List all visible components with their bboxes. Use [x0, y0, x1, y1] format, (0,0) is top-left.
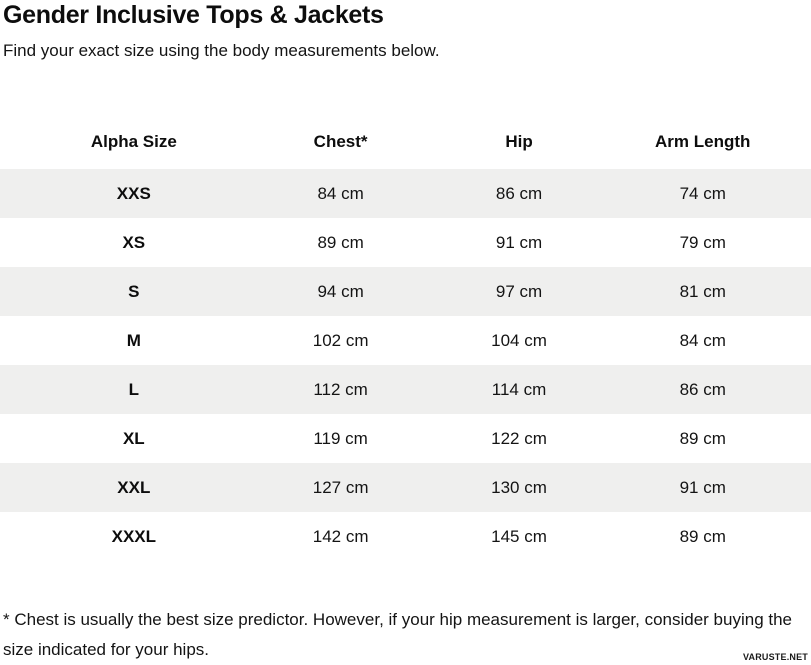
- cell-alpha-size: XL: [122, 428, 145, 448]
- watermark: VARUSTE.NET: [742, 652, 808, 662]
- page-title: Gender Inclusive Tops & Jackets: [3, 1, 384, 29]
- cell-arm-length: 91 cm: [679, 477, 726, 497]
- cell-hip: 145 cm: [491, 526, 547, 546]
- table-row: XS 89 cm 91 cm 79 cm: [0, 218, 811, 267]
- table-row: XL 119 cm 122 cm 89 cm: [0, 414, 811, 463]
- size-table: Alpha Size Chest* Hip Arm Length XXS 84 …: [0, 114, 811, 561]
- cell-hip: 97 cm: [495, 281, 543, 301]
- footnote: * Chest is usually the best size predict…: [3, 610, 792, 659]
- column-header-arm-length: Arm Length: [655, 131, 751, 151]
- table-row: M 102 cm 104 cm 84 cm: [0, 316, 811, 365]
- cell-arm-length: 79 cm: [679, 232, 726, 252]
- cell-chest: 119 cm: [313, 428, 368, 448]
- cell-alpha-size: XXXL: [111, 526, 157, 546]
- cell-chest: 89 cm: [317, 232, 364, 252]
- cell-chest: 112 cm: [313, 379, 368, 399]
- cell-chest: 127 cm: [312, 477, 369, 497]
- header-row: Alpha Size Chest* Hip Arm Length: [0, 114, 811, 169]
- cell-arm-length: 89 cm: [679, 428, 726, 448]
- cell-hip: 104 cm: [491, 330, 547, 350]
- cell-chest: 94 cm: [317, 281, 364, 301]
- cell-alpha-size: S: [128, 281, 140, 301]
- column-header-alpha-size: Alpha Size: [90, 131, 177, 151]
- cell-alpha-size: XXS: [116, 183, 151, 203]
- table-row: XXXL 142 cm 145 cm 89 cm: [0, 512, 811, 561]
- cell-hip: 130 cm: [491, 477, 547, 497]
- cell-chest: 84 cm: [317, 183, 364, 203]
- table-row: S 94 cm 97 cm 81 cm: [0, 267, 811, 316]
- cell-arm-length: 84 cm: [679, 330, 726, 350]
- cell-arm-length: 89 cm: [679, 526, 726, 546]
- column-header-hip: Hip: [505, 131, 533, 151]
- table-row: L 112 cm 114 cm 86 cm: [0, 365, 811, 414]
- column-header-chest: Chest*: [313, 131, 368, 151]
- cell-arm-length: 86 cm: [679, 379, 726, 399]
- cell-hip: 122 cm: [491, 428, 547, 448]
- cell-chest: 102 cm: [312, 330, 369, 350]
- cell-chest: 142 cm: [312, 526, 369, 546]
- table-row: XXL 127 cm 130 cm 91 cm: [0, 463, 811, 512]
- cell-hip: 91 cm: [495, 232, 543, 252]
- cell-hip: 86 cm: [495, 183, 543, 203]
- cell-arm-length: 81 cm: [679, 281, 726, 301]
- cell-hip: 114 cm: [491, 379, 547, 399]
- cell-alpha-size: M: [126, 330, 141, 350]
- cell-arm-length: 74 cm: [679, 183, 726, 203]
- page-subtitle: Find your exact size using the body meas…: [3, 41, 440, 60]
- cell-alpha-size: XXL: [117, 477, 151, 497]
- table-row: XXS 84 cm 86 cm 74 cm: [0, 169, 811, 218]
- cell-alpha-size: L: [128, 379, 139, 399]
- cell-alpha-size: XS: [122, 232, 146, 252]
